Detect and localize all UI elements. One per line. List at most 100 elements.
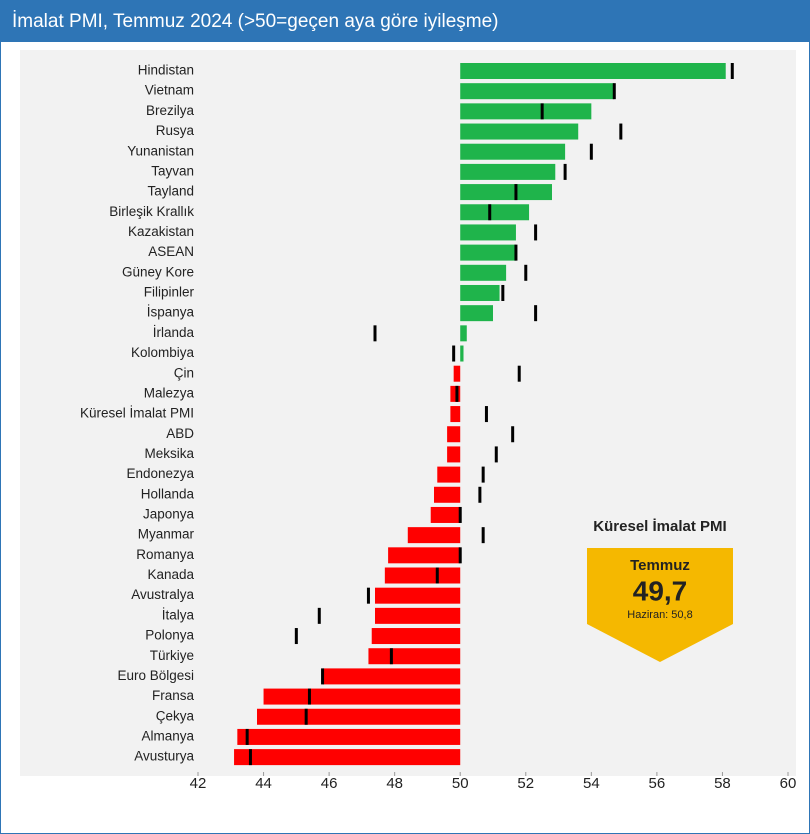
- bar: [450, 406, 461, 423]
- bar: [460, 345, 464, 362]
- bar: [460, 244, 516, 261]
- prior-marker: [488, 204, 492, 221]
- x-tick-label: 56: [649, 775, 666, 792]
- y-tick-label: Çin: [174, 365, 194, 380]
- prior-marker: [514, 184, 518, 201]
- x-tick-label: 46: [321, 775, 338, 792]
- y-tick-label: ABD: [166, 426, 194, 441]
- bar: [234, 749, 461, 766]
- y-tick-label: Kazakistan: [128, 224, 194, 239]
- bar: [263, 688, 461, 705]
- y-tick-label: Kanada: [147, 567, 194, 582]
- y-tick-label: Kolombiya: [131, 345, 195, 360]
- y-tick-label: Myanmar: [138, 527, 195, 542]
- y-tick-label: Güney Kore: [122, 264, 194, 279]
- callout-previous: Haziran: 50,8: [627, 609, 692, 621]
- chart-title: İmalat PMI, Temmuz 2024 (>50=geçen aya g…: [12, 11, 499, 32]
- bar: [384, 567, 461, 584]
- bar: [460, 264, 507, 281]
- x-tick-label: 58: [714, 775, 731, 792]
- bar: [460, 163, 556, 180]
- y-tick-label: Vietnam: [145, 83, 194, 98]
- bar: [460, 284, 500, 301]
- y-tick-label: Malezya: [144, 385, 195, 400]
- prior-marker: [478, 486, 482, 503]
- prior-marker: [563, 163, 567, 180]
- prior-marker: [511, 426, 515, 443]
- y-tick-label: Avustralya: [131, 587, 194, 602]
- y-tick-label: Japonya: [143, 507, 195, 522]
- prior-marker: [619, 123, 623, 140]
- y-tick-label: Hindistan: [138, 63, 194, 78]
- prior-marker: [435, 567, 439, 584]
- bar: [257, 708, 461, 725]
- prior-marker: [501, 284, 505, 301]
- bar: [407, 527, 461, 544]
- prior-marker: [458, 547, 462, 564]
- prior-marker: [366, 587, 370, 604]
- prior-marker: [524, 264, 528, 281]
- y-tick-label: Çekya: [156, 708, 195, 723]
- bar: [460, 305, 493, 322]
- y-tick-label: Tayvan: [151, 163, 194, 178]
- prior-marker: [373, 325, 377, 342]
- y-tick-label: İrlanda: [153, 325, 195, 340]
- prior-marker: [534, 305, 538, 322]
- prior-marker: [389, 648, 393, 665]
- x-tick-label: 54: [583, 775, 600, 792]
- callout-month: Temmuz: [630, 557, 690, 574]
- x-tick-label: 42: [190, 775, 207, 792]
- prior-marker: [612, 83, 616, 100]
- y-tick-label: Küresel İmalat PMI: [80, 406, 194, 421]
- prior-marker: [307, 688, 311, 705]
- y-tick-label: Euro Bölgesi: [117, 668, 194, 683]
- x-tick-label: 48: [386, 775, 403, 792]
- bar: [460, 103, 592, 120]
- prior-marker: [248, 749, 252, 766]
- bar: [447, 426, 461, 443]
- prior-marker: [484, 406, 488, 423]
- bar: [371, 628, 461, 645]
- prior-marker: [304, 708, 308, 725]
- x-tick-label: 50: [452, 775, 469, 792]
- bar: [375, 607, 461, 624]
- bar: [450, 385, 461, 402]
- prior-marker: [452, 345, 456, 362]
- prior-marker: [494, 446, 498, 463]
- bar: [447, 446, 461, 463]
- y-tick-label: Almanya: [141, 729, 194, 744]
- y-tick-label: Endonezya: [126, 466, 194, 481]
- bar: [237, 728, 461, 745]
- prior-marker: [534, 224, 538, 241]
- bar: [460, 325, 467, 342]
- callout-title: Küresel İmalat PMI: [593, 518, 726, 535]
- prior-marker: [245, 728, 249, 745]
- y-tick-label: Filipinler: [144, 285, 195, 300]
- header: [0, 0, 810, 42]
- y-tick-label: İspanya: [147, 305, 195, 320]
- prior-marker: [455, 385, 459, 402]
- prior-marker: [481, 527, 485, 544]
- y-tick-label: Tayland: [147, 184, 194, 199]
- bar: [368, 648, 461, 665]
- x-tick-label: 44: [255, 775, 272, 792]
- bar: [437, 466, 461, 483]
- y-tick-label: Romanya: [136, 547, 194, 562]
- bar: [460, 184, 552, 201]
- bar: [460, 83, 615, 100]
- bar: [388, 547, 461, 564]
- prior-marker: [540, 103, 544, 120]
- bar: [430, 506, 461, 523]
- callout-value: 49,7: [633, 575, 688, 606]
- prior-marker: [294, 628, 298, 645]
- prior-marker: [317, 607, 321, 624]
- x-tick-label: 52: [517, 775, 534, 792]
- y-tick-label: Meksika: [144, 446, 194, 461]
- bar: [460, 143, 566, 160]
- prior-marker: [517, 365, 521, 382]
- y-tick-label: İtalya: [162, 607, 195, 622]
- bar: [460, 123, 579, 140]
- y-tick-label: Birleşik Krallık: [109, 204, 194, 219]
- prior-marker: [589, 143, 593, 160]
